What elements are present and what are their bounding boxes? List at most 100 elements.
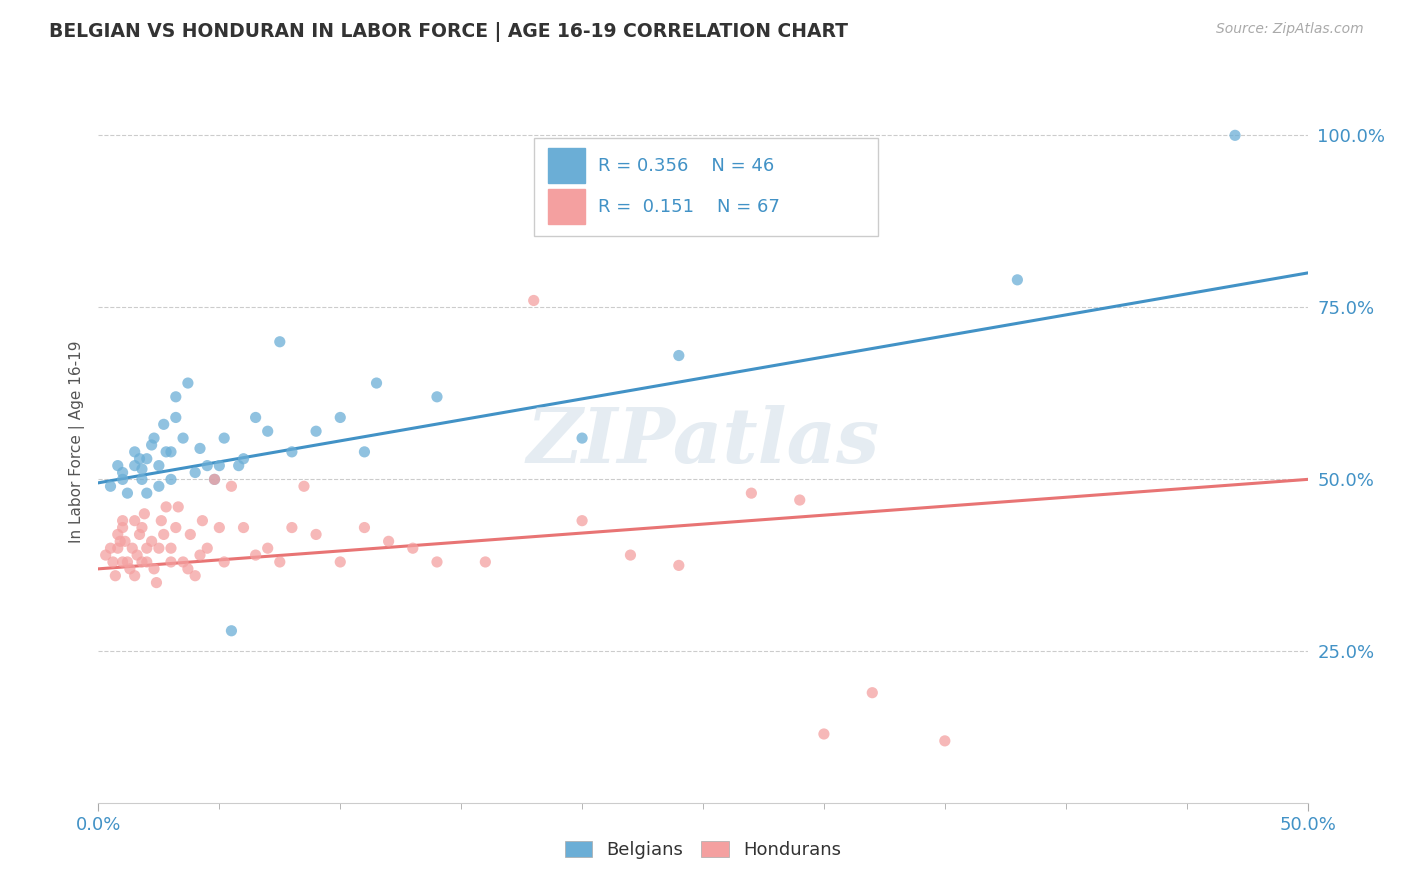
Point xyxy=(292,479,315,493)
Point xyxy=(179,527,201,541)
Point xyxy=(668,558,690,573)
Point xyxy=(107,458,129,473)
Point xyxy=(177,562,200,576)
Point xyxy=(221,624,243,638)
Point xyxy=(155,500,177,514)
Point xyxy=(668,349,690,363)
Point xyxy=(208,458,231,473)
Point xyxy=(152,527,174,541)
Point xyxy=(329,555,352,569)
Point xyxy=(177,376,200,390)
Point xyxy=(117,486,139,500)
Point xyxy=(789,493,811,508)
Point xyxy=(740,486,762,500)
Point xyxy=(148,541,170,556)
Bar xyxy=(548,148,585,183)
Point xyxy=(619,548,641,562)
Point xyxy=(160,541,183,556)
Point xyxy=(212,555,235,569)
Point xyxy=(128,527,150,541)
Point xyxy=(131,472,153,486)
Point xyxy=(165,390,187,404)
Point xyxy=(305,424,328,438)
Point xyxy=(860,686,883,700)
Point xyxy=(111,514,134,528)
Point xyxy=(426,555,449,569)
Point xyxy=(160,555,183,569)
Point xyxy=(269,555,291,569)
Point xyxy=(204,472,226,486)
Point xyxy=(131,462,153,476)
Point xyxy=(104,568,127,582)
Point xyxy=(141,438,163,452)
Point xyxy=(245,410,267,425)
Point xyxy=(188,548,211,562)
Point xyxy=(128,451,150,466)
Point xyxy=(111,472,134,486)
Point xyxy=(402,541,425,556)
Point xyxy=(813,727,835,741)
Point xyxy=(117,555,139,569)
Point xyxy=(353,520,375,534)
Point xyxy=(114,534,136,549)
Point xyxy=(124,458,146,473)
Point xyxy=(184,466,207,480)
Point xyxy=(107,541,129,556)
Point xyxy=(269,334,291,349)
Point xyxy=(150,514,173,528)
Point xyxy=(124,568,146,582)
Point xyxy=(221,479,243,493)
Point xyxy=(167,500,190,514)
Point xyxy=(155,445,177,459)
Point xyxy=(191,514,214,528)
Point xyxy=(1007,273,1029,287)
Point xyxy=(165,520,187,534)
Point xyxy=(305,527,328,541)
Point xyxy=(135,555,157,569)
Point xyxy=(160,472,183,486)
Point xyxy=(148,479,170,493)
Point xyxy=(172,431,194,445)
Point xyxy=(329,410,352,425)
Text: ZIPatlas: ZIPatlas xyxy=(526,405,880,478)
Point xyxy=(131,520,153,534)
Point xyxy=(188,442,211,456)
Point xyxy=(571,431,593,445)
Bar xyxy=(548,189,585,224)
Point xyxy=(145,575,167,590)
Point xyxy=(121,541,143,556)
Point xyxy=(245,548,267,562)
Point xyxy=(124,514,146,528)
Point xyxy=(934,734,956,748)
Point xyxy=(377,534,399,549)
Point xyxy=(124,445,146,459)
Point xyxy=(256,541,278,556)
Point xyxy=(366,376,388,390)
Point xyxy=(94,548,117,562)
Point xyxy=(135,541,157,556)
Point xyxy=(165,410,187,425)
Point xyxy=(111,466,134,480)
Text: R =  0.151    N = 67: R = 0.151 N = 67 xyxy=(598,198,780,216)
Point xyxy=(212,431,235,445)
Point xyxy=(281,520,304,534)
Point xyxy=(523,293,546,308)
Point xyxy=(281,445,304,459)
Point xyxy=(232,520,254,534)
Point xyxy=(134,507,156,521)
Point xyxy=(1223,128,1246,143)
Point xyxy=(195,541,218,556)
Point xyxy=(148,458,170,473)
Point xyxy=(204,472,226,486)
Point xyxy=(135,451,157,466)
Point xyxy=(256,424,278,438)
Point xyxy=(152,417,174,432)
Text: Source: ZipAtlas.com: Source: ZipAtlas.com xyxy=(1216,22,1364,37)
Point xyxy=(100,541,122,556)
Point xyxy=(111,555,134,569)
Point xyxy=(426,390,449,404)
Y-axis label: In Labor Force | Age 16-19: In Labor Force | Age 16-19 xyxy=(69,340,84,543)
Point xyxy=(108,534,131,549)
Point xyxy=(353,445,375,459)
Point xyxy=(474,555,496,569)
